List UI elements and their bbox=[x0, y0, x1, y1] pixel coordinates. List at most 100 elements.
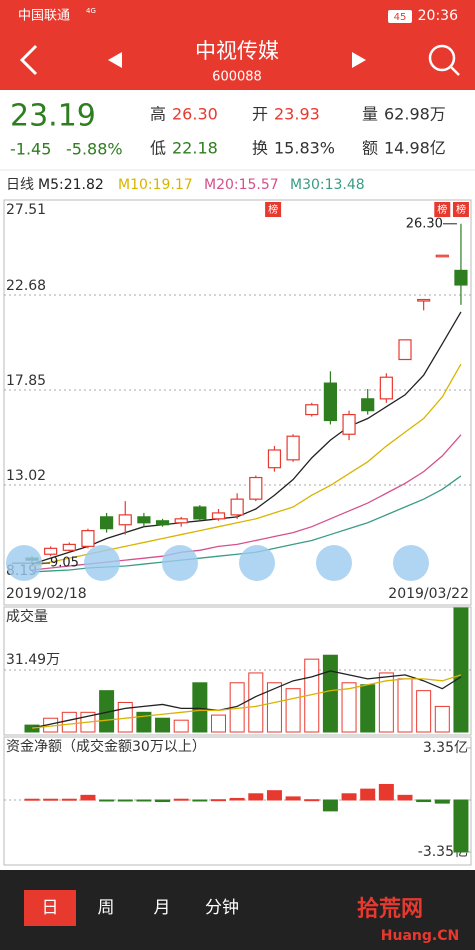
fund-frame bbox=[3, 736, 472, 866]
candle-body bbox=[454, 269, 468, 286]
stat-label: 量 bbox=[362, 105, 378, 124]
bar bbox=[416, 690, 432, 733]
candle-body bbox=[398, 339, 412, 361]
tab[interactable]: 分钟 bbox=[205, 898, 239, 918]
bar bbox=[397, 794, 413, 801]
legend-ma20: M20:15.57 bbox=[204, 177, 279, 193]
y-tick-label: 22.68 bbox=[6, 278, 46, 294]
search[interactable] bbox=[428, 44, 456, 72]
stock-code: 600088 bbox=[212, 70, 262, 85]
scroll-left[interactable] bbox=[239, 545, 275, 581]
watermark: 拾荒网 bbox=[357, 896, 423, 922]
y-tick-label: 3.35亿 bbox=[423, 740, 468, 756]
bar bbox=[192, 682, 208, 733]
badge bbox=[434, 202, 451, 217]
bar bbox=[155, 717, 171, 733]
scroll-left-end[interactable] bbox=[6, 545, 42, 581]
change: -1.45 bbox=[10, 140, 51, 159]
bar bbox=[304, 799, 320, 802]
y-tick-label: 27.51 bbox=[6, 202, 46, 218]
bar bbox=[43, 798, 59, 801]
candle-body bbox=[81, 530, 95, 547]
bar bbox=[24, 798, 40, 801]
stat-label: 开 bbox=[252, 105, 268, 124]
bar bbox=[99, 799, 115, 802]
stat-label: 额 bbox=[362, 139, 378, 158]
stat-value: 15.83% bbox=[274, 139, 335, 158]
bar bbox=[211, 714, 226, 733]
bar bbox=[61, 711, 77, 733]
chart-controls bbox=[6, 545, 429, 581]
bar bbox=[360, 788, 376, 801]
bar bbox=[173, 798, 189, 801]
bar bbox=[453, 799, 469, 853]
bar bbox=[266, 790, 282, 801]
candle-body bbox=[249, 476, 263, 500]
bar bbox=[117, 799, 133, 802]
badge bbox=[452, 202, 469, 217]
tab[interactable]: 周 bbox=[98, 898, 115, 918]
stat-value: 26.30 bbox=[172, 105, 218, 124]
battery-level: 45 bbox=[394, 12, 407, 23]
stat-label: 低 bbox=[150, 139, 166, 158]
candle-body bbox=[193, 506, 207, 520]
zoom-in[interactable] bbox=[84, 545, 120, 581]
annotation: 26.30 bbox=[406, 216, 443, 231]
tab[interactable]: 月 bbox=[154, 898, 171, 918]
candle-body bbox=[342, 413, 356, 435]
bar bbox=[24, 724, 40, 733]
bar bbox=[341, 793, 357, 801]
candle-body bbox=[305, 404, 319, 416]
y-tick-label: 31.49万 bbox=[6, 652, 60, 668]
candle-body bbox=[211, 512, 226, 520]
legend-ma5: M5:21.82 bbox=[38, 177, 104, 193]
stat-value: 23.93 bbox=[274, 105, 320, 124]
fullscreen[interactable] bbox=[393, 545, 429, 581]
tab-active bbox=[24, 890, 76, 926]
bar bbox=[360, 684, 376, 733]
date-start: 2019/02/18 bbox=[6, 586, 87, 602]
stat-value: 22.18 bbox=[172, 139, 218, 158]
bar bbox=[266, 682, 282, 733]
candle-body bbox=[174, 518, 188, 524]
bar bbox=[248, 672, 264, 733]
bar bbox=[397, 678, 413, 733]
tab[interactable]: 日 bbox=[42, 898, 59, 918]
panel-title: 资金净额（成交金额30万以上） bbox=[6, 738, 206, 755]
legend-ma30: M30:13.48 bbox=[290, 177, 365, 193]
candle-body bbox=[99, 516, 114, 530]
bar bbox=[61, 798, 77, 801]
candle-body bbox=[435, 254, 449, 258]
candle-body bbox=[118, 514, 132, 526]
prev-stock[interactable] bbox=[108, 52, 122, 68]
zoom-out[interactable] bbox=[162, 545, 198, 581]
y-tick-label: 17.85 bbox=[6, 373, 46, 389]
bar bbox=[155, 799, 171, 803]
next-stock[interactable] bbox=[352, 52, 366, 68]
volume-frame bbox=[3, 606, 472, 736]
volume-ma-line bbox=[31, 674, 462, 729]
candle-body bbox=[137, 516, 151, 524]
ma-line bbox=[31, 311, 462, 565]
badge-label: 榜 bbox=[268, 203, 278, 216]
change-pct: -5.88% bbox=[66, 140, 123, 159]
bar bbox=[416, 799, 432, 803]
badge-label: 榜 bbox=[456, 203, 466, 216]
carrier: 中国联通 bbox=[18, 9, 70, 24]
bar bbox=[285, 796, 301, 801]
candle-body bbox=[155, 520, 170, 526]
bar bbox=[229, 797, 245, 801]
watermark-sub: Huang.CN bbox=[381, 928, 459, 944]
bar bbox=[378, 672, 394, 733]
scroll-right[interactable] bbox=[316, 545, 352, 581]
candle-body bbox=[379, 376, 393, 400]
candle-body bbox=[361, 398, 375, 412]
bar bbox=[136, 799, 152, 802]
candle-body bbox=[267, 449, 282, 469]
stat-label: 高 bbox=[150, 105, 166, 124]
back-button[interactable] bbox=[19, 44, 38, 76]
candle-body bbox=[417, 298, 431, 302]
bar bbox=[285, 688, 301, 733]
bar bbox=[434, 799, 450, 804]
